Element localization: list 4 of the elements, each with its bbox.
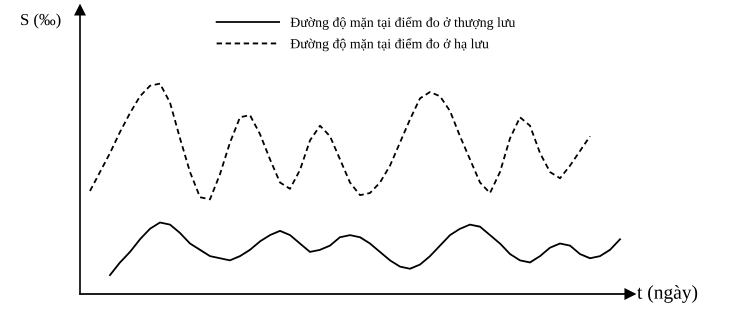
y-axis-title: S (‰) — [21, 13, 60, 29]
legend-label: Đường độ mặn tại điểm đo ở thượng lưu — [290, 16, 516, 30]
x-axis-title: t (ngày) — [637, 285, 698, 303]
legend-label: Đường độ mặn tại điểm đo ở hạ lưu — [290, 38, 489, 52]
